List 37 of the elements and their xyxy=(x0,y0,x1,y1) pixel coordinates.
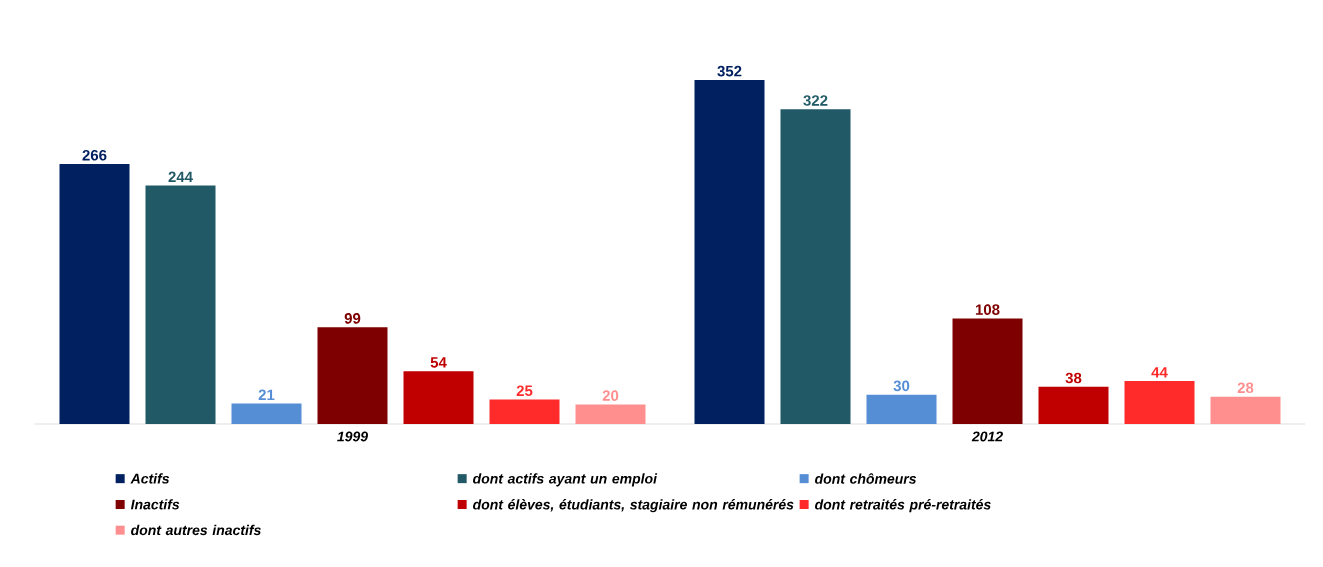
data-label: 244 xyxy=(168,171,193,183)
legend-label: dont autres inactifs xyxy=(131,524,261,536)
legend-label: Actifs xyxy=(130,473,170,484)
x-tick-label: 2012 xyxy=(971,431,1003,442)
bar xyxy=(231,403,302,424)
data-label: 108 xyxy=(975,304,1000,315)
bar xyxy=(694,80,765,424)
legend-label: dont chômeurs xyxy=(815,473,917,484)
bar xyxy=(403,371,474,424)
legend-label: dont élèves, étudiants, stagiaire non rémunérés xyxy=(473,499,794,513)
data-label: 30 xyxy=(893,380,910,392)
data-label: 28 xyxy=(1237,382,1254,394)
bar xyxy=(952,318,1023,424)
data-label: 44 xyxy=(1151,367,1168,378)
bar xyxy=(575,404,646,424)
bar xyxy=(145,185,216,424)
bar xyxy=(489,399,560,424)
bar xyxy=(59,164,130,424)
data-label: 21 xyxy=(258,389,275,400)
bar xyxy=(866,394,937,424)
bar xyxy=(1210,396,1281,424)
bar xyxy=(1038,386,1109,424)
bar xyxy=(780,109,851,424)
data-label: 38 xyxy=(1065,372,1082,384)
legend-label: dont actifs ayant un emploi xyxy=(473,473,658,487)
data-label: 352 xyxy=(717,65,742,77)
x-tick-label: 1999 xyxy=(337,431,368,442)
data-label: 266 xyxy=(82,149,107,161)
legend-label: Inactifs xyxy=(130,499,180,510)
bar xyxy=(1124,381,1195,424)
data-label: 322 xyxy=(803,95,828,106)
legend-label: dont retraités pré-retraités xyxy=(815,499,991,513)
data-label: 99 xyxy=(344,313,361,324)
data-label: 25 xyxy=(516,385,533,397)
bar xyxy=(317,327,388,424)
data-label: 20 xyxy=(602,390,619,401)
data-label: 54 xyxy=(430,357,447,368)
